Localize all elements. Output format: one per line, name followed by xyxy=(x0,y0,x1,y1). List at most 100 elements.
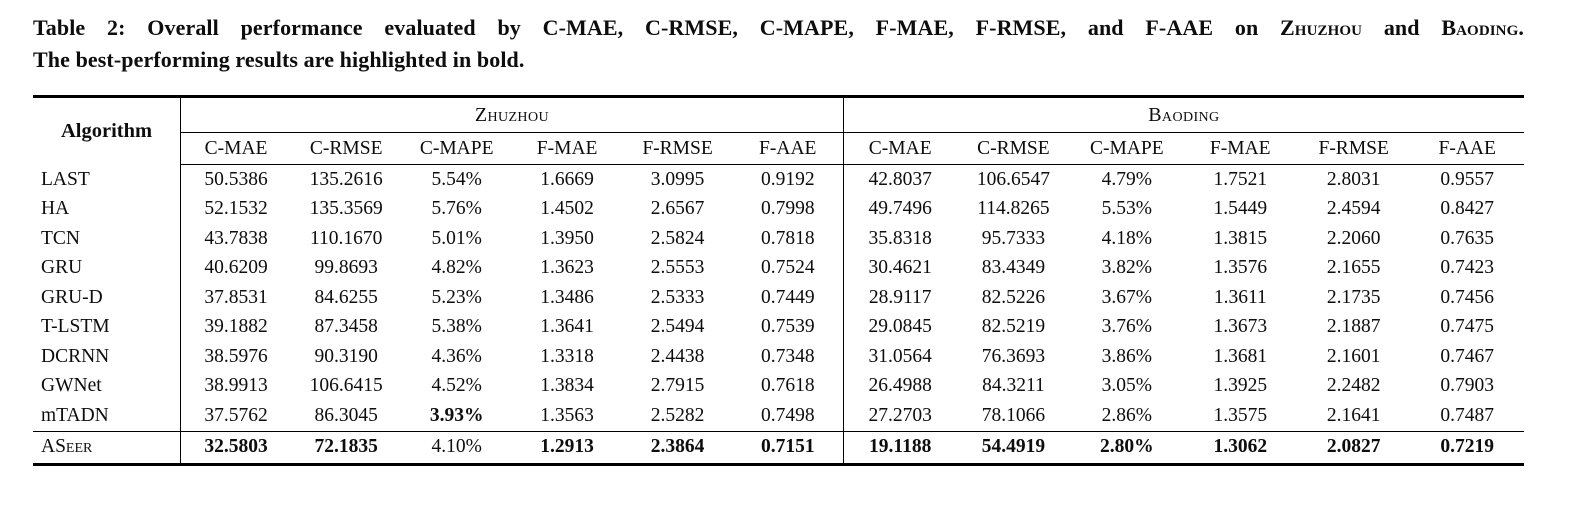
metric-cell: 2.6567 xyxy=(650,198,705,220)
metric-cell: 3.76% xyxy=(1101,316,1153,338)
metric-cell: 26.4988 xyxy=(842,371,957,401)
metric-cell: 28.9117 xyxy=(842,283,957,313)
metric-cell: 5.38% xyxy=(431,316,482,338)
metric-header-baoding-c-rmse: C-RMSE xyxy=(956,132,1071,165)
metric-cell: 1.3925 xyxy=(1213,375,1268,397)
metric-cell: 4.79% xyxy=(1101,168,1153,190)
table-row-gru: GRU 40.6209 99.8693 4.82% 1.3623 2.5553 0.7524… xyxy=(33,253,1524,283)
group-header-zhuzhou: Zhuzhou xyxy=(180,96,844,133)
metric-cell: 1.3576 xyxy=(1213,257,1268,279)
metric-cell: 0.8427 xyxy=(1440,198,1495,220)
metric-cell: 3.82% xyxy=(1101,257,1153,279)
metric-cell: 78.1066 xyxy=(981,404,1046,426)
metric-cell: 38.5976 xyxy=(204,345,268,367)
paper-page: Table 2: Overall performance evaluated b… xyxy=(33,15,1524,466)
table-row-dcrnn: DCRNN 38.5976 90.3190 4.36% 1.3318 2.4438 0.73… xyxy=(33,342,1524,372)
algorithm-cell: mTADN xyxy=(33,401,182,431)
algorithm-cell: T-LSTM xyxy=(33,312,182,342)
metric-cell: 4.10% xyxy=(401,430,512,464)
metric-cell: 3.86% xyxy=(1101,345,1153,367)
metric-cell: 3.67% xyxy=(1101,286,1153,308)
metric-cell: 27.2703 xyxy=(842,401,957,431)
metric-cell: 1.3673 xyxy=(1213,316,1268,338)
metric-cell: 2.8031 xyxy=(1326,168,1381,190)
metric-cell: 83.4349 xyxy=(981,257,1046,279)
metric-cell: 50.5386 xyxy=(204,168,268,190)
metric-cell: 2.86% xyxy=(1101,404,1153,426)
metric-cell: 5.23% xyxy=(431,286,482,308)
metric-cell: 1.3575 xyxy=(1213,404,1268,426)
caption-text: Table 2: Overall performance evaluated b… xyxy=(33,15,1281,40)
metric-cell: 0.7456 xyxy=(1440,286,1495,308)
metric-cell: 0.7618 xyxy=(760,375,815,397)
metric-cell: 2.1887 xyxy=(1326,316,1381,338)
metric-cell: 5.53% xyxy=(1101,198,1153,220)
metric-cell: 95.7333 xyxy=(981,227,1046,249)
metric-cell: 1.3681 xyxy=(1213,345,1268,367)
metric-cell: 86.3045 xyxy=(314,404,378,426)
metric-cell: 0.7903 xyxy=(1440,375,1495,397)
metric-cell: 1.7521 xyxy=(1213,168,1268,190)
metric-cell: 82.5219 xyxy=(981,316,1046,338)
metric-cell: 0.7449 xyxy=(760,286,815,308)
metric-cell: 1.3641 xyxy=(540,316,594,338)
caption-dataset-zhuzhou: Zhuzhou xyxy=(1280,15,1363,40)
metric-cell: 0.7818 xyxy=(760,227,815,249)
metric-cell: 31.0564 xyxy=(842,342,957,372)
metric-cell: 5.54% xyxy=(431,168,482,190)
metric-cell: 1.5449 xyxy=(1213,198,1268,220)
metric-header-zhuzhou-f-mae: F-MAE xyxy=(511,132,623,165)
metric-cell: 0.9557 xyxy=(1440,168,1495,190)
metric-cell: 1.3623 xyxy=(540,257,594,279)
metric-cell: 43.7838 xyxy=(204,227,268,249)
metric-cell: 29.0845 xyxy=(842,312,957,342)
metric-cell: 82.5226 xyxy=(981,286,1046,308)
metric-cell: 114.8265 xyxy=(977,198,1050,220)
metric-cell: 2.7915 xyxy=(650,375,705,397)
group-header-baoding: Baoding xyxy=(842,96,1524,133)
metric-cell: 72.1835 xyxy=(291,430,402,464)
metric-cell: 37.8531 xyxy=(204,286,268,308)
metric-cell: 2.1641 xyxy=(1326,404,1381,426)
metric-cell: 2.5553 xyxy=(650,257,705,279)
metric-header-baoding-c-mape: C-MAPE xyxy=(1070,132,1184,165)
metric-cell: 76.3693 xyxy=(981,345,1046,367)
metric-cell: 37.5762 xyxy=(204,404,268,426)
metric-cell: 2.1655 xyxy=(1326,257,1381,279)
table-row-last: LAST 50.5386 135.2616 5.54% 1.6669 3.0995 0.91… xyxy=(33,164,1524,195)
metric-header-baoding-f-rmse: F-RMSE xyxy=(1296,132,1411,165)
metric-cell: 106.6415 xyxy=(309,375,383,397)
metric-cell: 135.2616 xyxy=(309,168,383,190)
metric-cell: 90.3190 xyxy=(314,345,378,367)
algorithm-header: Algorithm xyxy=(33,96,182,165)
algorithm-cell: HA xyxy=(33,194,182,224)
caption-line-2: The best-performing results are highligh… xyxy=(33,47,525,72)
metric-cell: 0.7635 xyxy=(1440,227,1495,249)
table-row-ha: HA 52.1532 135.3569 5.76% 1.4502 2.6567 0.7998… xyxy=(33,194,1524,224)
results-table: Algorithm Zhuzhou Baoding C-MAE C-RMSE C-M… xyxy=(33,95,1524,466)
metric-header-baoding-f-mae: F-MAE xyxy=(1183,132,1297,165)
metric-cell: 3.0995 xyxy=(650,168,705,190)
metric-cell: 0.9192 xyxy=(760,168,815,190)
metric-cell: 40.6209 xyxy=(204,257,268,279)
metric-cell: 54.4919 xyxy=(956,430,1071,464)
caption-text: and xyxy=(1362,15,1442,40)
metric-cell: 3.93% xyxy=(429,404,484,426)
metric-cell: 2.3864 xyxy=(622,430,733,464)
metric-cell: 2.5494 xyxy=(650,316,705,338)
metric-header-row: C-MAE C-RMSE C-MAPE F-MAE F-RMSE F-AAE C-MAE C-… xyxy=(33,132,1524,165)
metric-header-zhuzhou-f-aae: F-AAE xyxy=(732,132,844,165)
metric-cell: 2.0827 xyxy=(1296,430,1411,464)
algorithm-cell: GRU xyxy=(33,253,182,283)
metric-cell: 0.7998 xyxy=(760,198,815,220)
metric-cell: 0.7498 xyxy=(760,404,815,426)
metric-header-zhuzhou-f-rmse: F-RMSE xyxy=(622,132,733,165)
table-row-mtadn: mTADN 37.5762 86.3045 3.93% 1.3563 2.5282 0.74… xyxy=(33,401,1524,431)
algorithm-cell: GRU-D xyxy=(33,283,182,313)
metric-cell: 19.1188 xyxy=(842,430,957,464)
metric-cell: 2.5333 xyxy=(650,286,705,308)
metric-cell: 38.9913 xyxy=(204,375,268,397)
metric-cell: 4.52% xyxy=(431,375,482,397)
metric-cell: 0.7487 xyxy=(1440,404,1495,426)
caption-dataset-baoding: Baoding xyxy=(1441,15,1519,40)
